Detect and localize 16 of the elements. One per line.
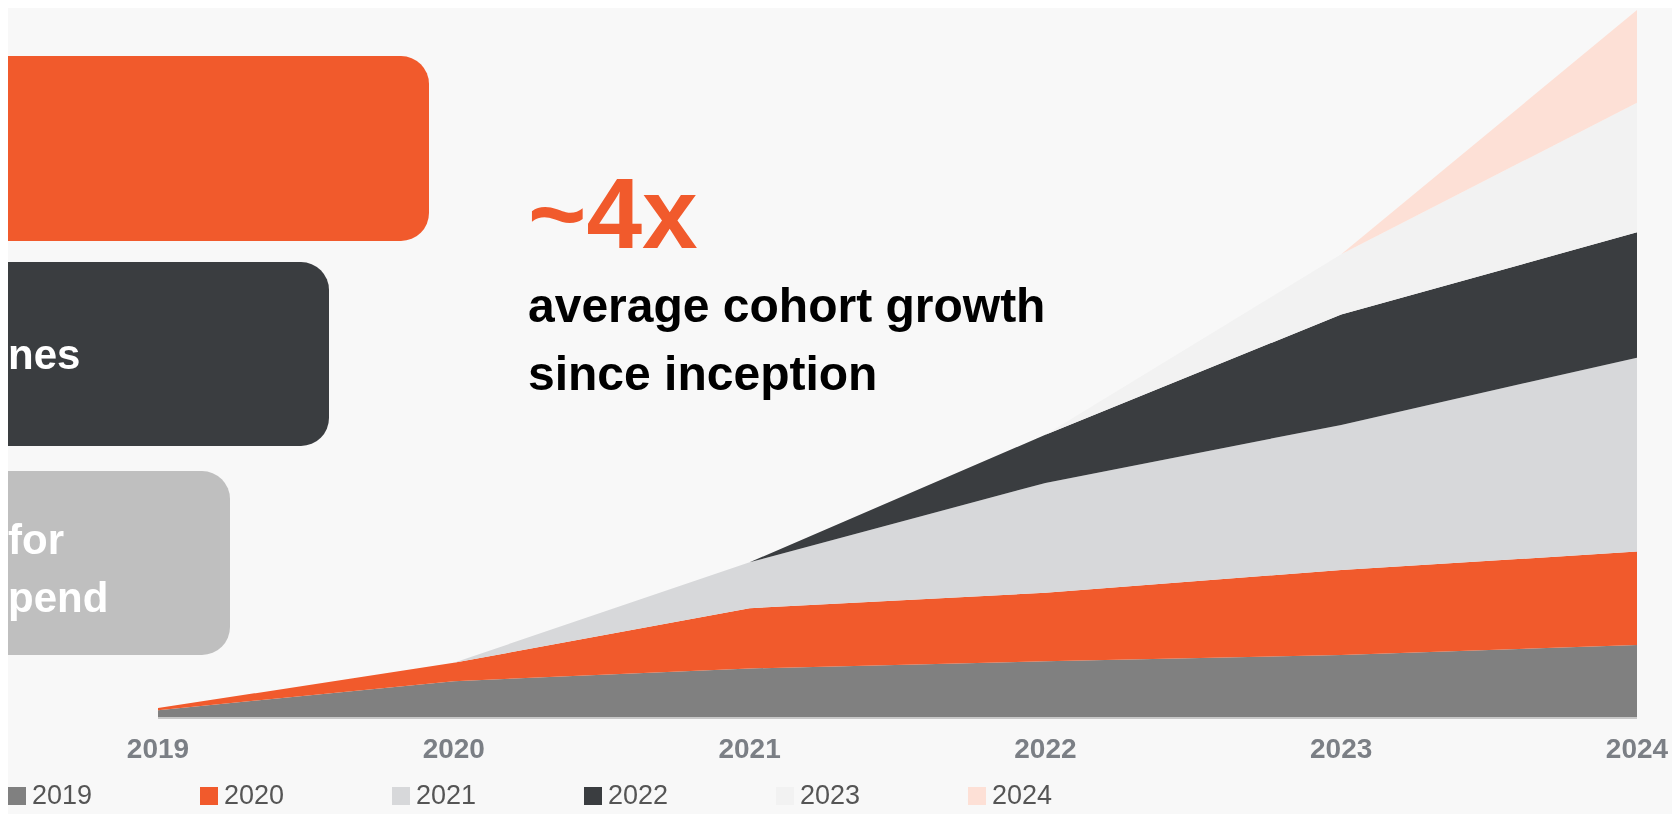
legend-label: 2022 [608,780,669,811]
x-tick-label: 2022 [1014,732,1077,764]
x-tick-label: 2024 [1605,732,1669,764]
x-tick-label: 2021 [718,732,781,764]
legend-label: 2020 [224,780,285,811]
x-tick-label: 2019 [126,732,190,764]
x-tick-label: 2020 [422,732,485,764]
x-tick-label: 2023 [1310,732,1373,764]
annotation: ~4x [528,157,698,269]
legend-label: 2019 [32,780,93,811]
text: nes [8,330,81,380]
legend-label: 2024 [992,780,1053,811]
annotation: for pend [8,515,109,623]
legend-label: 2023 [800,780,861,811]
annotation: average cohort growth since inception [528,278,1047,402]
legend-label: 2021 [416,780,477,811]
